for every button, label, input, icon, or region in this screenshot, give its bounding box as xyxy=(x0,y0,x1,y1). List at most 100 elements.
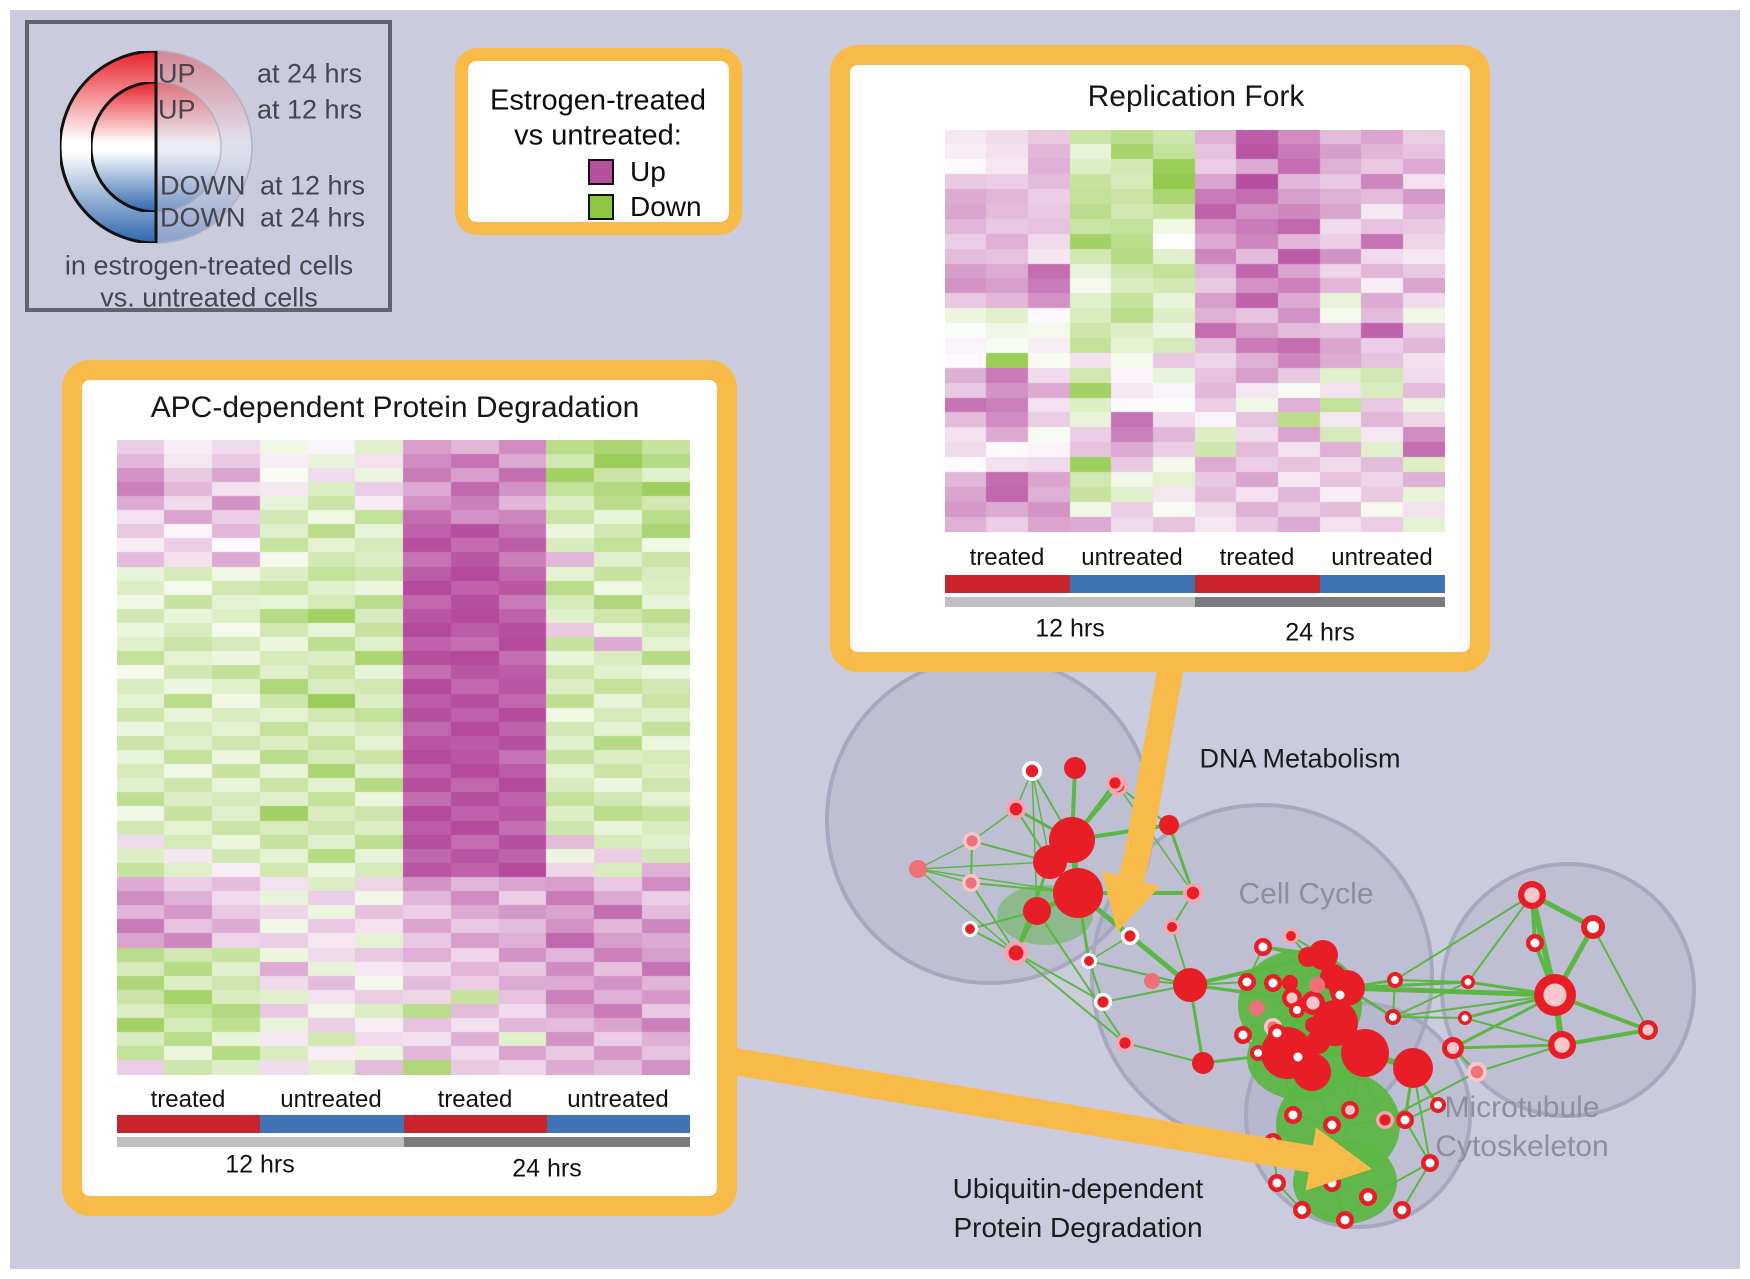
network-node xyxy=(1308,940,1338,970)
network-node xyxy=(1309,977,1325,993)
network-edge xyxy=(1392,994,1556,1018)
network-edge xyxy=(1464,1017,1563,1046)
rf-time-label-12: 12 hrs xyxy=(1035,614,1105,643)
network-edge xyxy=(1394,894,1533,981)
ring-label-up-24: UP xyxy=(158,58,196,89)
network-node-core xyxy=(1286,931,1296,941)
network-node xyxy=(1341,1029,1389,1077)
network-node xyxy=(1282,975,1298,991)
ring-time-up-12: at 12 hrs xyxy=(257,94,363,125)
network-node-core xyxy=(1242,977,1252,987)
network-node xyxy=(1306,1030,1330,1054)
network-edge xyxy=(1031,770,1038,912)
network-node-core xyxy=(966,835,978,847)
network-node-core xyxy=(1097,996,1109,1008)
apc-group-label-treated-24: treated xyxy=(437,1086,513,1113)
ring-caption-line1: in estrogen-treated cells xyxy=(64,250,354,281)
ring-label-up-12: UP xyxy=(158,94,196,125)
hrs12-bar xyxy=(945,597,1195,607)
network-node xyxy=(1144,973,1160,989)
cluster-label: Ubiquitin-dependent Protein Degradation xyxy=(953,1169,1204,1247)
network-edge xyxy=(1476,1044,1563,1073)
apc-time-label-12: 12 hrs xyxy=(225,1150,295,1179)
apc-group-label-untreated-12: untreated xyxy=(280,1086,382,1113)
network-node-core xyxy=(1554,1037,1570,1053)
network-node-core xyxy=(1268,978,1278,988)
network-node-core xyxy=(1642,1024,1654,1036)
hrs24-bar xyxy=(403,1137,690,1147)
network-node-core xyxy=(1286,992,1298,1004)
apc-group-label-untreated-24: untreated xyxy=(567,1086,669,1113)
network-edge xyxy=(1346,985,1556,998)
network-edge xyxy=(1015,952,1104,1003)
apc-heatmap xyxy=(117,440,690,1075)
network-node-core xyxy=(1345,1105,1355,1115)
untreated-bar xyxy=(1320,575,1445,593)
network-node-core xyxy=(1186,886,1200,900)
network-node-core xyxy=(1009,802,1023,816)
network-node-core xyxy=(1297,1205,1307,1215)
network-node-core xyxy=(1363,1192,1373,1202)
color-legend-title-line2: vs untreated: xyxy=(514,119,682,152)
down-color-swatch xyxy=(588,194,614,220)
network-node xyxy=(1159,815,1179,835)
ring-time-down-24: at 24 hrs xyxy=(260,202,366,233)
cluster-label: Cell Cycle xyxy=(1238,875,1373,914)
network-node-core xyxy=(1464,978,1472,986)
network-edge xyxy=(1088,960,1191,986)
network-node-core xyxy=(1587,921,1599,933)
network-edge xyxy=(1452,1043,1563,1050)
annotation-arrow-head xyxy=(1305,1127,1372,1191)
network-edge xyxy=(1392,1016,1466,1019)
hrs12-bar xyxy=(117,1137,404,1147)
network-node-core xyxy=(1258,942,1268,952)
untreated-bar xyxy=(260,1115,404,1133)
rf-group-label-treated-24: treated xyxy=(1219,544,1295,571)
network-node-core xyxy=(1379,1114,1391,1126)
network-node-core xyxy=(1293,1052,1303,1062)
ring-legend-graphic xyxy=(59,50,253,244)
network-node-core xyxy=(1109,777,1121,789)
rf-group-label-untreated-24: untreated xyxy=(1331,544,1433,571)
apc-title: APC-dependent Protein Degradation xyxy=(150,391,640,424)
apc-time-label-24: 24 hrs xyxy=(512,1154,582,1183)
network-edge xyxy=(1167,824,1195,894)
ring-time-up-24: at 24 hrs xyxy=(257,58,363,89)
ring-label-down-12: DOWN xyxy=(160,170,246,201)
network-node xyxy=(1064,757,1086,779)
network-edge xyxy=(1346,980,1469,990)
network-edge xyxy=(1117,785,1194,894)
network-node-core xyxy=(1400,1115,1410,1125)
network-edge xyxy=(1367,1162,1431,1198)
network-node xyxy=(1192,1052,1214,1074)
network-node-core xyxy=(1025,764,1039,778)
network-edge xyxy=(1467,894,1533,983)
cluster-label-line: Cell Cycle xyxy=(1238,877,1374,911)
network-edge xyxy=(917,840,973,870)
network-node-core xyxy=(1340,1215,1350,1225)
annotation-arrow-head xyxy=(1101,871,1160,932)
cluster-label: Microtubule Cytoskeleton xyxy=(1435,1088,1608,1166)
treated-bar xyxy=(117,1115,261,1133)
network-node-core xyxy=(1524,887,1540,903)
network-node-core xyxy=(1530,938,1540,948)
network-edge xyxy=(1401,1162,1431,1211)
replication-fork-title: Replication Fork xyxy=(1087,80,1305,113)
network-node-core xyxy=(1470,1065,1484,1079)
hrs24-bar xyxy=(1195,597,1445,607)
network-node-core xyxy=(1335,990,1345,1000)
network-node-core xyxy=(1167,922,1177,932)
cluster-label-line: DNA Metabolism xyxy=(1199,743,1401,774)
network-node-core xyxy=(965,924,975,934)
rf-group-label-untreated-12: untreated xyxy=(1081,544,1183,571)
network-node-core xyxy=(1397,1205,1407,1215)
network-node-core xyxy=(1327,1120,1337,1130)
network-node xyxy=(909,860,927,878)
network-edge xyxy=(1189,955,1309,987)
network-node-core xyxy=(1272,1178,1282,1188)
annotation-arrow-stem xyxy=(1118,595,1196,883)
network-edge xyxy=(1592,926,1649,1031)
network-edge xyxy=(1124,1042,1204,1064)
network-edge xyxy=(917,868,1079,894)
cluster-label: DNA Metabolism xyxy=(1199,740,1400,779)
